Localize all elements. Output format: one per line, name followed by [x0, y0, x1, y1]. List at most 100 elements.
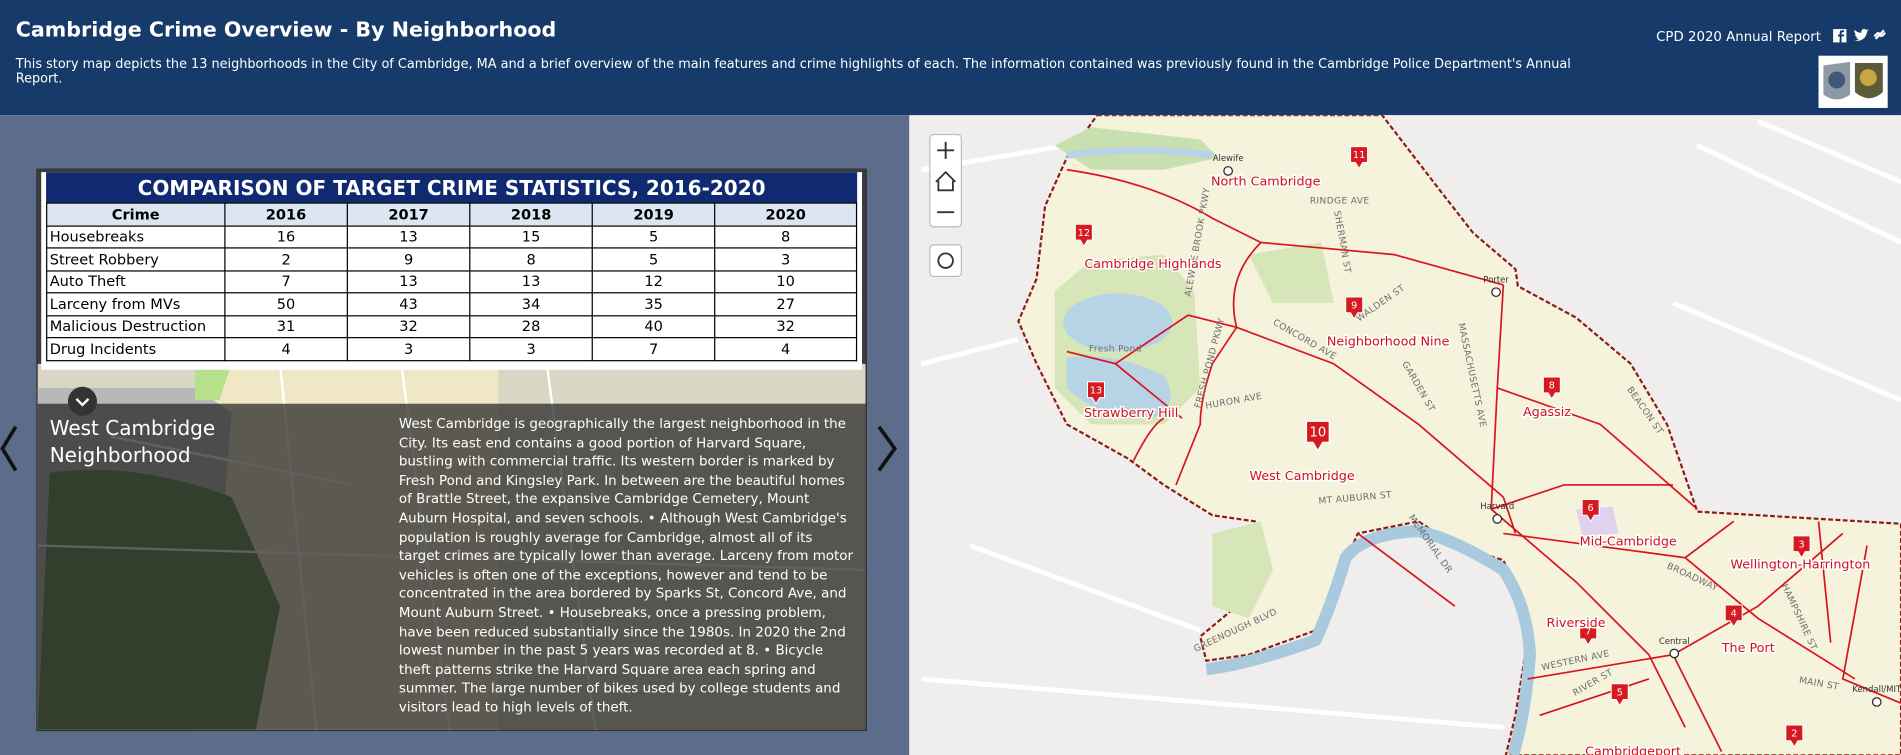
neighborhood-marker[interactable]: 13	[1087, 381, 1105, 405]
neighborhood-marker[interactable]: 2	[1785, 724, 1804, 748]
column-header: 2019	[591, 202, 716, 227]
cell-value: 16	[224, 224, 348, 249]
column-header: 2020	[714, 202, 858, 227]
station-label: Central	[1659, 636, 1690, 646]
column-header: Crime	[46, 202, 226, 227]
marker-pin	[1087, 381, 1105, 405]
marker-number: 8	[1549, 381, 1555, 392]
fresh-pond	[1066, 356, 1171, 419]
neighborhood-label: North Cambridge	[1211, 173, 1321, 188]
alewife-brook	[1066, 146, 1213, 159]
park	[1248, 242, 1334, 304]
neighborhood-label: Wellington-Harrington	[1730, 557, 1870, 572]
column-header: 2016	[224, 202, 348, 227]
marker-number: 5	[1617, 687, 1623, 698]
story-text: West Cambridge is geographically the lar…	[398, 415, 854, 716]
crime-table: COMPARISON OF TARGET CRIME STATISTICS, 2…	[41, 172, 862, 370]
marker-number: 12	[1078, 228, 1090, 239]
crime-name: Housebreaks	[46, 224, 226, 249]
marker-number: 3	[1798, 539, 1804, 550]
cell-value: 2	[224, 247, 348, 271]
marker-pin	[1345, 296, 1364, 320]
next-arrow[interactable]	[875, 424, 899, 472]
story-panel: COMPARISON OF TARGET CRIME STATISTICS, 2…	[0, 115, 910, 755]
story-card: COMPARISON OF TARGET CRIME STATISTICS, 2…	[36, 168, 867, 732]
title: Cambridge Crime Overview - By Neighborho…	[15, 18, 557, 43]
station-label: Porter	[1483, 274, 1509, 284]
cemetery	[1212, 521, 1273, 619]
cell-value: 40	[591, 314, 716, 339]
facebook-icon[interactable]	[1833, 29, 1847, 43]
link-icon[interactable]	[1873, 29, 1887, 40]
neighborhood-label: West Cambridge	[1249, 468, 1354, 483]
neighborhood-label: The Port	[1721, 640, 1775, 655]
neighborhood-marker[interactable]: 7	[1579, 622, 1598, 646]
logo	[1818, 55, 1888, 108]
story-overlay: West Cambridge Neighborhood West Cambrid…	[37, 403, 866, 730]
neighborhood-marker[interactable]: 11	[1350, 146, 1369, 170]
station-icon	[1669, 648, 1680, 659]
zoom-panel	[929, 133, 963, 228]
marker-pin	[1610, 683, 1629, 707]
station-label: Harvard	[1480, 501, 1514, 511]
marker-pin	[1581, 499, 1600, 523]
crime-name: Larceny from MVs	[46, 292, 226, 316]
cell-value: 32	[714, 314, 858, 339]
cell-value: 35	[591, 292, 716, 316]
neighborhood-marker[interactable]: 6	[1581, 499, 1600, 523]
neighborhood-marker[interactable]: 10	[1305, 420, 1330, 452]
station-label: Kendall/MIT	[1852, 684, 1901, 694]
cell-value: 15	[469, 224, 593, 249]
neighborhood-label: Cambridgeport	[1585, 743, 1681, 755]
crime-name: Drug Incidents	[46, 337, 226, 361]
neighborhood-marker[interactable]: 5	[1610, 683, 1629, 707]
zoom-controls	[929, 133, 963, 278]
cell-value: 32	[346, 314, 471, 339]
description: This story map depicts the 13 neighborho…	[15, 56, 1571, 87]
station-icon	[1871, 697, 1882, 707]
marker-number: 6	[1588, 503, 1594, 514]
neighborhood-marker[interactable]: 9	[1345, 296, 1364, 320]
station-icon	[1491, 287, 1501, 298]
marker-number: 4	[1731, 608, 1737, 619]
cell-value: 13	[346, 224, 471, 249]
cell-value: 5	[591, 247, 716, 271]
marker-pin	[1785, 724, 1804, 748]
cell-value: 28	[469, 314, 593, 339]
cell-value: 27	[714, 292, 858, 316]
crime-name: Auto Theft	[46, 269, 226, 294]
locate-button[interactable]	[929, 244, 963, 278]
marker-pin	[1792, 535, 1811, 559]
home-button[interactable]	[935, 170, 956, 192]
charles-river	[1205, 524, 1537, 755]
cell-value: 4	[714, 337, 858, 361]
neighborhood-label: Mid-Cambridge	[1580, 534, 1677, 549]
previous-arrow[interactable]	[0, 424, 19, 472]
street-label: RINDGE AVE	[1310, 197, 1370, 207]
report-link[interactable]: CPD 2020 Annual Report	[1656, 29, 1821, 45]
table: Crime 2016 2017 2018 2019 2020 Housebreaks 16 13…	[46, 202, 858, 361]
collapse-button[interactable]	[67, 386, 99, 418]
crime-name: Malicious Destruction	[46, 314, 226, 339]
neighborhood-marker[interactable]: 3	[1792, 535, 1811, 559]
cell-value: 13	[469, 269, 593, 294]
neighborhood-marker[interactable]: 8	[1542, 376, 1561, 400]
neighborhood-marker[interactable]: 12	[1074, 223, 1093, 248]
locate-icon	[937, 252, 954, 269]
street-label: Fresh Pond	[1089, 345, 1142, 355]
marker-number: 9	[1351, 301, 1357, 312]
cell-value: 8	[714, 224, 858, 249]
neighborhood-marker[interactable]: 4	[1724, 604, 1743, 628]
cell-value: 3	[469, 337, 593, 361]
crime-name: Street Robbery	[46, 247, 226, 271]
cell-value: 4	[224, 337, 348, 361]
cell-value: 34	[469, 292, 593, 316]
zoom-in[interactable]	[937, 141, 955, 159]
marker-number: 11	[1353, 150, 1365, 161]
marker-number: 10	[1310, 426, 1327, 441]
twitter-icon[interactable]	[1853, 28, 1869, 41]
